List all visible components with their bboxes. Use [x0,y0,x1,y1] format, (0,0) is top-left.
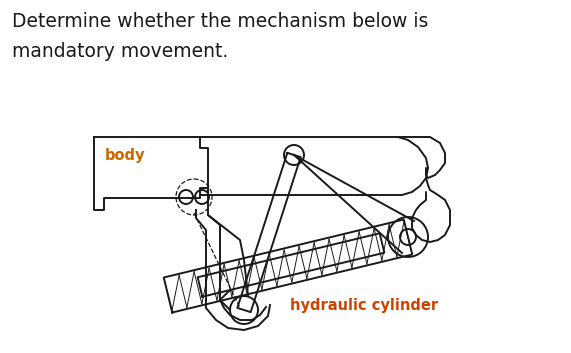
Text: mandatory movement.: mandatory movement. [12,42,228,61]
Text: hydraulic cylinder: hydraulic cylinder [290,298,438,313]
Text: Determine whether the mechanism below is: Determine whether the mechanism below is [12,12,428,31]
Text: body: body [105,148,146,163]
